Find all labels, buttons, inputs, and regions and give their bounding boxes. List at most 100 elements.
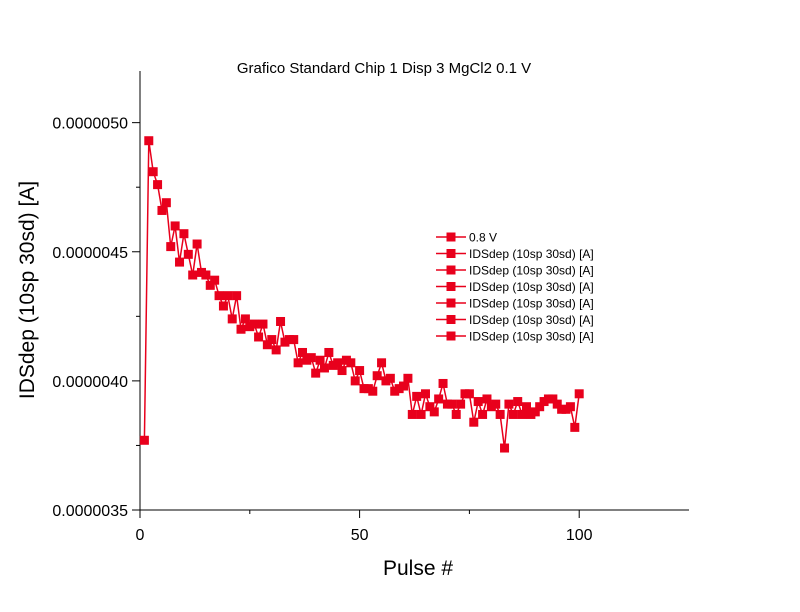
data-point (548, 394, 558, 404)
data-point (535, 402, 545, 412)
data-point (324, 347, 334, 357)
data-point (175, 257, 185, 267)
data-point (456, 399, 466, 409)
data-point (236, 324, 246, 334)
data-point (267, 335, 277, 345)
data-point (166, 242, 176, 252)
data-point (420, 389, 430, 399)
data-point (521, 402, 531, 412)
data-point (447, 399, 457, 409)
legend-label: IDSdep (10sp 30sd) [A] (469, 247, 594, 261)
data-point (298, 347, 308, 357)
series-line (143, 140, 580, 449)
data-point (254, 332, 264, 342)
y-tick-label: 0.0000045 (52, 245, 128, 262)
data-point (399, 381, 409, 391)
legend-label: IDSdep (10sp 30sd) [A] (469, 313, 594, 327)
y-tick-label: 0.0000040 (52, 374, 128, 391)
data-point (227, 314, 237, 324)
data-point (205, 280, 215, 290)
data-point (517, 409, 527, 419)
legend-marker (446, 249, 456, 258)
data-point (565, 402, 575, 412)
data-point (425, 402, 435, 412)
data-point (570, 422, 580, 432)
data-point (319, 363, 329, 373)
y-tick-label: 0.0000035 (52, 503, 128, 520)
chart-title: Grafico Standard Chip 1 Disp 3 MgCl2 0.1… (237, 60, 531, 77)
legend-marker (446, 315, 456, 324)
legend-marker (446, 265, 456, 275)
data-point (276, 316, 286, 326)
legend-marker (446, 282, 456, 291)
data-point (574, 389, 584, 399)
data-point (306, 353, 316, 363)
y-axis-title: IDSdep (10sp 30sd) [A] (16, 181, 39, 399)
data-point (289, 335, 299, 345)
data-point (192, 239, 202, 249)
legend-item: IDSdep (10sp 30sd) [A] (436, 264, 594, 278)
data-point (372, 371, 382, 381)
legend-item: 0.8 V (436, 231, 497, 245)
data-point (491, 399, 501, 409)
data-point (153, 180, 163, 190)
legend-label: IDSdep (10sp 30sd) [A] (469, 264, 594, 278)
data-point (451, 409, 461, 419)
data-point (377, 358, 387, 368)
data-point (500, 443, 510, 453)
data-point (333, 358, 343, 368)
data-point (412, 391, 422, 401)
legend-label: IDSdep (10sp 30sd) [A] (469, 297, 594, 311)
legend-label: 0.8 V (469, 231, 497, 245)
data-point (214, 291, 224, 301)
data-point (170, 221, 180, 231)
data-point (350, 376, 360, 386)
series-layer (139, 136, 584, 453)
data-point (530, 407, 540, 417)
data-point (223, 291, 233, 301)
data-point (183, 249, 193, 259)
data-point (144, 136, 154, 146)
data-point (258, 319, 268, 329)
legend-marker (446, 232, 456, 242)
data-point (438, 378, 448, 388)
legend-label: IDSdep (10sp 30sd) [A] (469, 280, 594, 294)
x-tick-label: 0 (136, 527, 145, 544)
data-point (188, 270, 198, 280)
data-point (311, 368, 321, 378)
data-point (464, 389, 474, 399)
data-point (262, 340, 272, 350)
data-point (403, 373, 413, 383)
data-point (552, 399, 562, 409)
axes: 0 50 100 0.00000350.00000400.00000450.0000… (52, 71, 689, 544)
data-point (355, 366, 365, 376)
data-point (210, 275, 220, 285)
legend-marker (446, 298, 456, 308)
data-point (478, 409, 488, 419)
data-point (434, 394, 444, 404)
data-point (407, 409, 417, 419)
data-point (429, 407, 439, 417)
data-point (346, 358, 356, 368)
data-point (157, 205, 167, 215)
data-point (139, 435, 149, 445)
data-point (201, 270, 211, 280)
data-point (504, 399, 514, 409)
data-point (513, 397, 523, 407)
x-axis-title: Pulse # (383, 557, 453, 580)
x-ticks: 0 50 100 (136, 510, 593, 544)
x-tick-label: 100 (566, 527, 593, 544)
data-point (495, 409, 505, 419)
data-point (337, 366, 347, 376)
data-point (482, 394, 492, 404)
data-point (315, 355, 325, 365)
data-point (240, 314, 250, 324)
legend-item: IDSdep (10sp 30sd) [A] (436, 297, 594, 311)
data-point (508, 409, 518, 419)
data-point (249, 319, 259, 329)
data-point (218, 301, 228, 311)
legend-item: IDSdep (10sp 30sd) [A] (436, 280, 594, 294)
data-point (161, 198, 171, 208)
legend: 0.8 V IDSdep (10sp 30sd) [A] IDSdep (10sp … (434, 230, 610, 344)
